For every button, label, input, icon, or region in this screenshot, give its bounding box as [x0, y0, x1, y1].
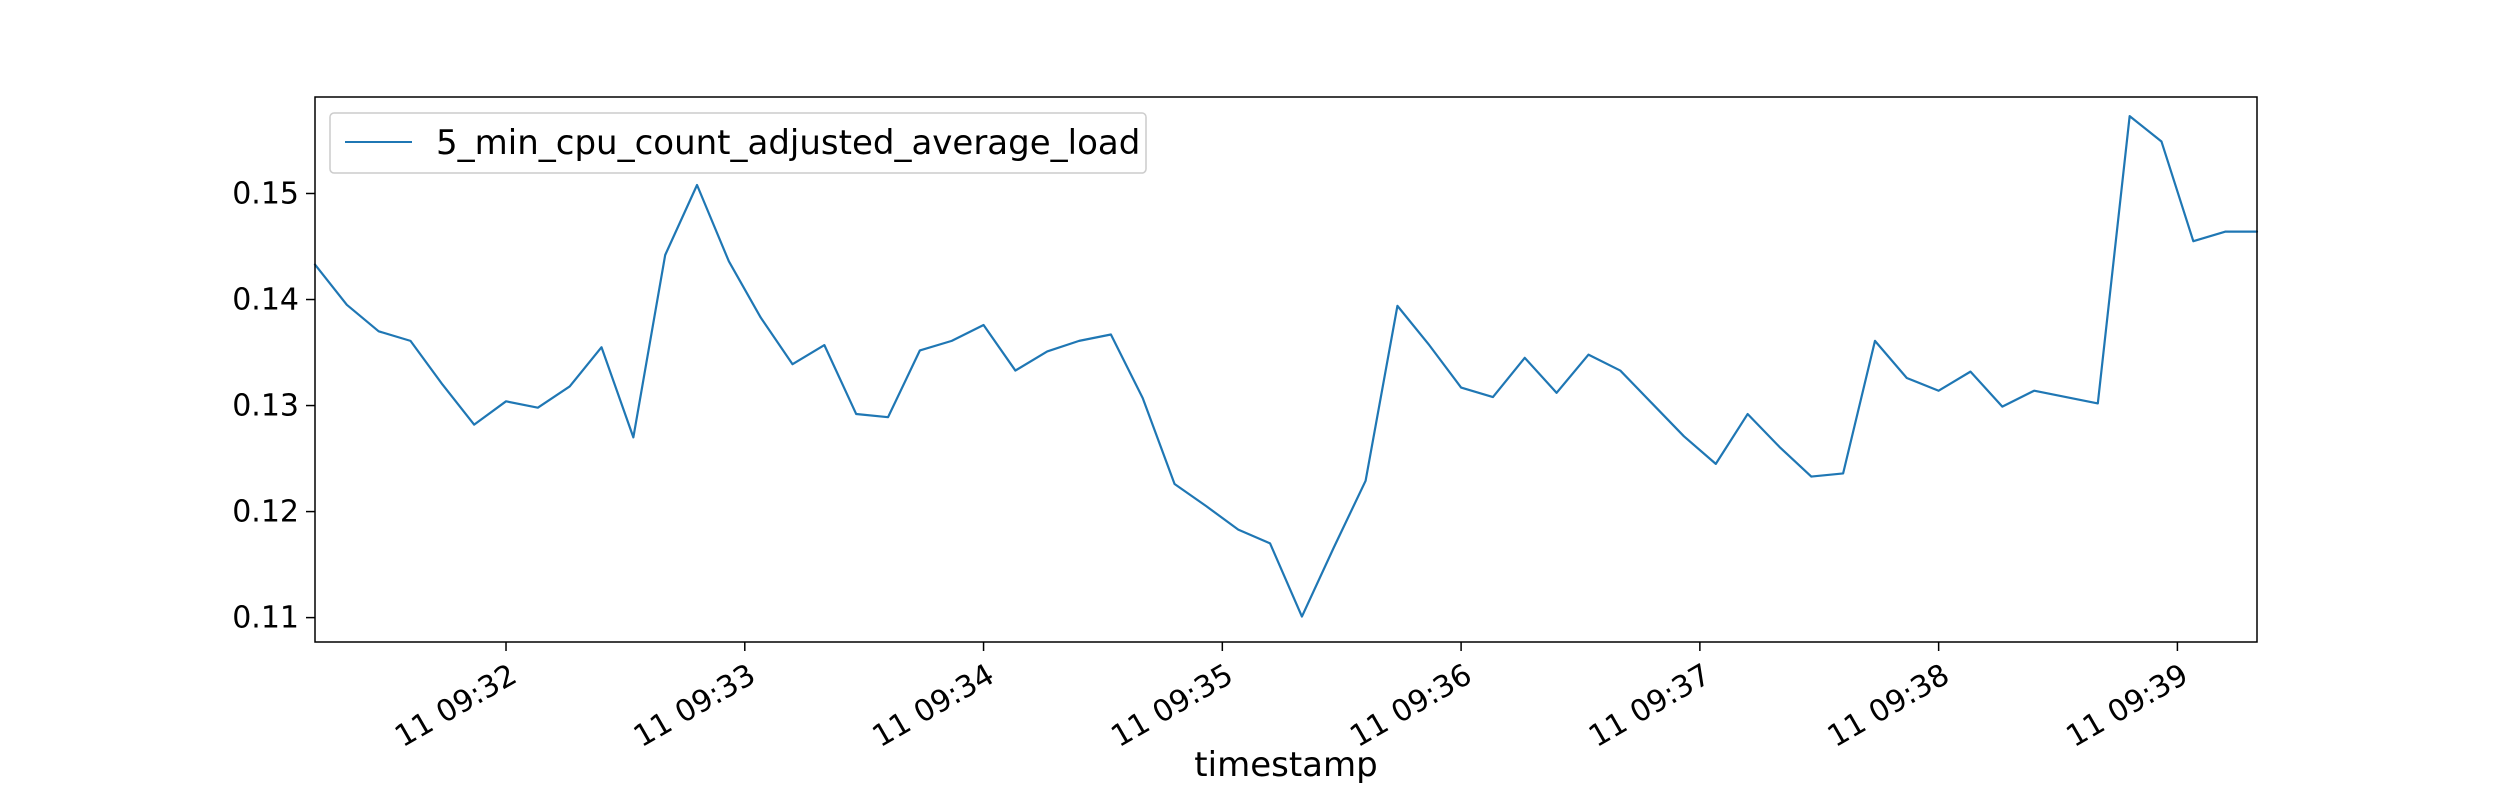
plot-area — [313, 114, 2259, 618]
y-tick-label: 0.14 — [232, 283, 299, 318]
plot-frame — [314, 96, 2258, 643]
y-axis: 0.11 0.12 0.13 0.14 0.15 — [232, 176, 315, 636]
x-axis-title: timestamp — [1194, 745, 1377, 785]
series-line — [313, 114, 2259, 618]
y-tick-label: 0.15 — [232, 176, 299, 211]
y-tick-label: 0.11 — [232, 601, 299, 636]
legend: 5_min_cpu_count_adjusted_average_load — [329, 112, 1147, 174]
y-tick-label: 0.12 — [232, 495, 299, 530]
legend-box — [329, 112, 1147, 174]
y-tick-label: 0.13 — [232, 389, 299, 424]
legend-label: 5_min_cpu_count_adjusted_average_load — [436, 123, 1140, 163]
